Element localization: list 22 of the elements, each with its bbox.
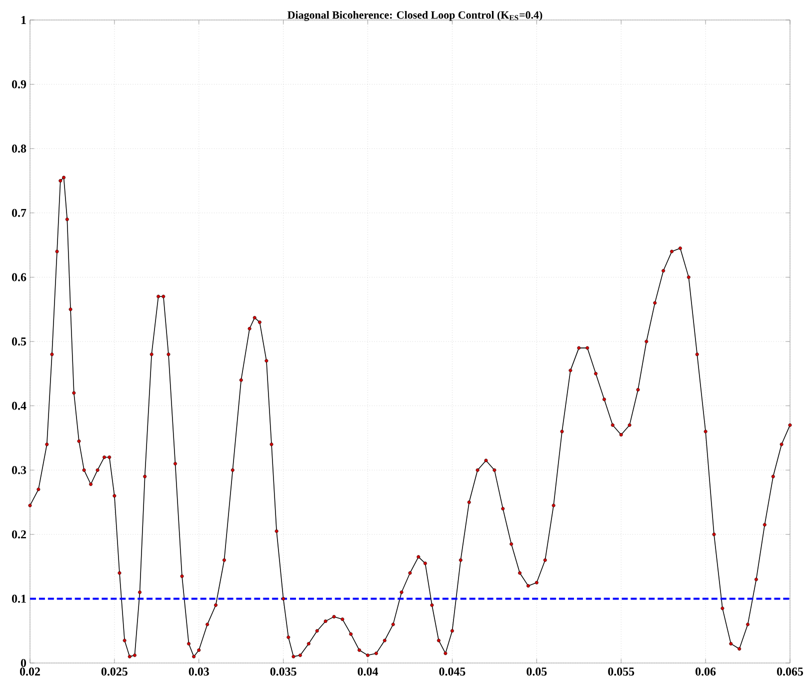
y-tick-label: 0.2	[12, 530, 26, 538]
y-tick-label: 0.8	[12, 144, 26, 153]
x-tick-label: 0.04	[358, 668, 378, 676]
y-tick-label: 0.3	[12, 466, 26, 474]
x-tick-label: 0.045	[439, 668, 466, 676]
chart-title: Diagonal Bicoherence: Closed Loop Control (K$_{ES}$=0.4)	[288, 10, 542, 22]
y-tick-label: 0.6	[12, 273, 26, 282]
y-tick-label: 0.7	[12, 208, 26, 217]
y-tick-label: 0	[20, 658, 26, 668]
x-tick-label: 0.05	[526, 668, 547, 676]
y-tick-label: 0.4	[12, 402, 26, 410]
x-tick-label: 0.02	[20, 668, 40, 676]
x-tick-label: 0.035	[270, 668, 296, 676]
x-tick-label: 0.06	[696, 668, 716, 676]
x-tick-label: 0.03	[188, 668, 209, 676]
x-tick-label: 0.055	[608, 668, 634, 676]
y-tick-label: 1	[21, 16, 26, 24]
y-tick-label: 0.1	[12, 594, 26, 603]
y-tick-label: 0.9	[12, 80, 26, 88]
x-tick-label: 0.065	[777, 668, 804, 676]
x-tick-label: 0.025	[101, 668, 128, 676]
y-tick-label: 0.5	[12, 337, 26, 346]
